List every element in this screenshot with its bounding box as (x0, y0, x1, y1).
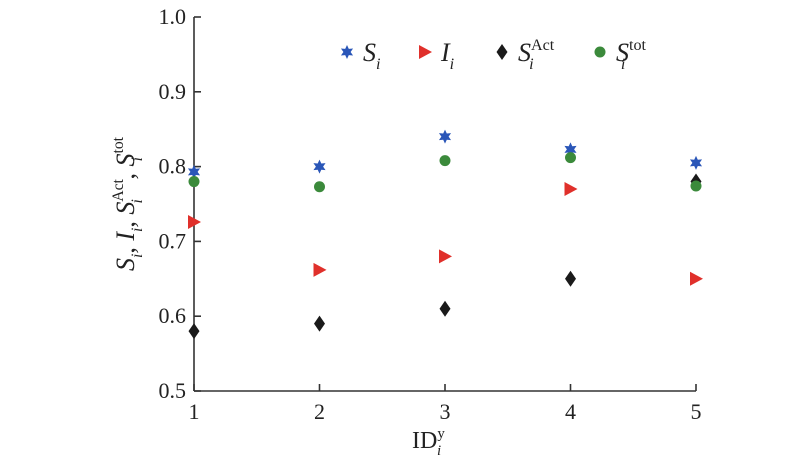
y-axis-title: Si, Ii, SAct i, Stoti (110, 136, 146, 271)
legend-item: Si (340, 38, 380, 73)
legend-label: Ii (440, 38, 454, 73)
x-axis-title: IDy i (412, 426, 445, 459)
y-tick-label: 0.8 (159, 154, 187, 179)
data-point (314, 181, 325, 193)
data-point (188, 214, 201, 229)
legend-label: Si (363, 38, 380, 73)
series-layer (187, 129, 703, 340)
data-point (439, 300, 451, 317)
y-tick-label: 0.6 (159, 303, 187, 328)
legend-label: SAct i (518, 37, 555, 73)
data-point (313, 262, 327, 277)
data-point (565, 152, 576, 164)
y-tick-label: 0.7 (159, 228, 187, 253)
legend-label: Stot i (616, 37, 647, 73)
data-point (690, 180, 702, 192)
legend-marker (340, 45, 354, 59)
x-tick-label: 5 (691, 399, 702, 424)
x-axis: 1 2 3 4 5 (189, 384, 702, 424)
data-point (188, 323, 200, 340)
series-star (187, 129, 703, 179)
legend-marker (419, 45, 432, 59)
legend-item: Ii (419, 38, 454, 73)
y-axis-label-group: Si, Ii, SAct i, Stoti (110, 136, 146, 271)
data-point (690, 271, 703, 286)
data-point (187, 164, 201, 179)
x-tick-label: 3 (440, 399, 451, 424)
series-circle (188, 152, 702, 193)
legend-marker (496, 44, 508, 60)
legend-marker (594, 46, 606, 58)
y-axis-label: Si, Ii, SAct i, Stoti (110, 136, 146, 271)
x-tick-label: 2 (314, 399, 325, 424)
data-point (439, 249, 452, 264)
y-tick-label: 0.5 (159, 378, 187, 403)
x-axis-label: IDy i (412, 426, 445, 459)
data-point (689, 155, 703, 170)
series-triangle-right (188, 182, 703, 286)
data-point (439, 155, 451, 167)
data-point (564, 182, 578, 197)
y-tick-label: 0.9 (159, 79, 187, 104)
data-point (565, 270, 576, 287)
legend-item: Stot i (594, 37, 647, 73)
data-point (564, 142, 577, 157)
x-tick-label: 1 (189, 399, 200, 424)
legend: Si Ii SAct i Stot i (340, 37, 647, 73)
y-tick-label: 1.0 (159, 4, 187, 29)
y-axis: 0.5 0.6 0.7 0.8 0.9 1.0 (159, 4, 201, 403)
data-point (188, 176, 200, 188)
x-tick-label: 4 (565, 399, 576, 424)
data-point (438, 129, 452, 144)
data-point (313, 159, 326, 174)
data-point (314, 315, 325, 332)
legend-item: SAct i (496, 37, 555, 73)
